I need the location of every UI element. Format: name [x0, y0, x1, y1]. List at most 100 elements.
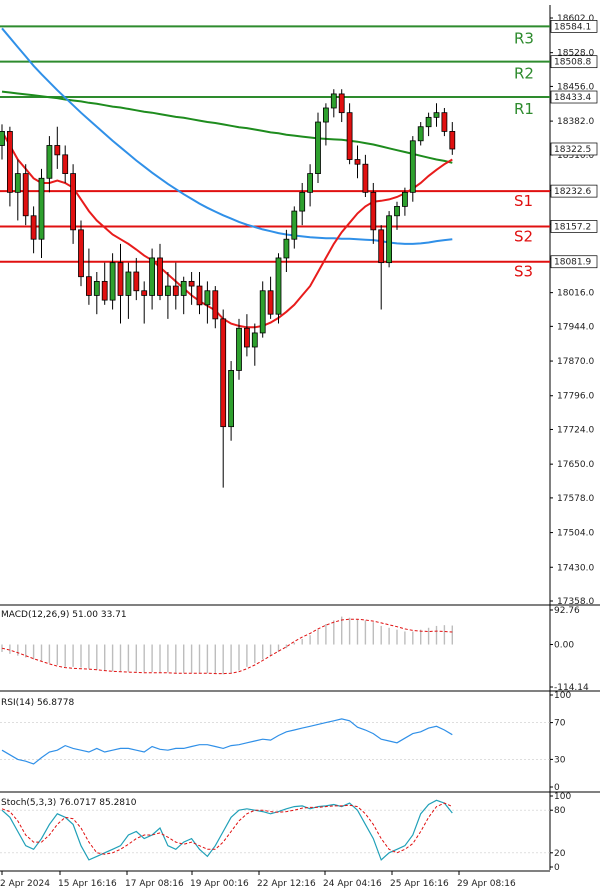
indicator-tick-label: 0	[554, 783, 560, 793]
candle	[196, 272, 203, 315]
level-label-r2: R2	[514, 65, 534, 83]
candle-body-down	[62, 154, 69, 174]
price-tick-label: 17430.0	[557, 563, 594, 573]
candle-body-down	[267, 290, 274, 315]
level-label-r1: R1	[514, 100, 534, 118]
candle-body-down	[188, 280, 195, 287]
rsi-line	[1, 718, 453, 765]
time-tick-label: 24 Apr 04:16	[323, 879, 382, 889]
candle-body-up	[299, 191, 306, 212]
stoch-k-line	[1, 799, 453, 861]
level-value-box-s3	[550, 255, 598, 269]
candle	[236, 318, 242, 380]
level-value-r3: 18584.1	[554, 22, 591, 32]
indicator-pane-1: MACD(12,26,9) 51.00 33.71 92.76 0.00 -114.1…	[1, 606, 589, 693]
time-tick-label: 25 Apr 16:16	[390, 879, 449, 889]
candle-body-up	[394, 205, 400, 217]
current-price-box	[550, 142, 598, 156]
candle-body-up	[164, 285, 171, 296]
candle	[291, 206, 298, 249]
candle-body-down	[378, 229, 385, 264]
indicator-pane-2: RSI(14) 56.8778 100 70 30 0	[0, 690, 600, 793]
price-tick-label: 17358.0	[557, 597, 594, 607]
candle-body-up	[259, 290, 266, 334]
candle	[275, 253, 282, 324]
candle-body-down	[54, 145, 61, 156]
candle	[14, 159, 21, 221]
candle-body-down	[86, 276, 92, 296]
candle	[62, 145, 69, 183]
candle-body-down	[70, 173, 76, 231]
level-value-r1: 18433.4	[554, 93, 591, 103]
candle-body-down	[117, 262, 124, 296]
candle	[362, 154, 369, 198]
candle	[354, 145, 361, 179]
candle-body-up	[307, 173, 314, 193]
candle	[299, 182, 306, 226]
price-tick-label: 17796.0	[557, 392, 594, 402]
candle-body-down	[172, 285, 179, 296]
candle	[133, 257, 140, 301]
candle-body-up	[322, 107, 329, 123]
candle-body-down	[362, 163, 369, 193]
candle-body-up	[283, 238, 290, 259]
current-price-label: 18322.5	[554, 145, 591, 155]
candle	[157, 243, 163, 301]
candle-body-up	[0, 131, 5, 146]
indicator-name: RSI(14) 56.8778	[1, 698, 74, 708]
candle	[54, 126, 61, 169]
moving-average-line-1	[1, 90, 453, 164]
candle	[164, 272, 171, 319]
candle	[417, 122, 424, 146]
indicator-pane-3: Stoch(5,3,3) 76.0717 85.2810 100 80 20 0	[0, 791, 600, 873]
candle-body-up	[228, 370, 235, 428]
indicator-name: MACD(12,26,9) 51.00 33.71	[1, 610, 127, 620]
candle-body-down	[441, 112, 448, 132]
candle-body-down	[196, 285, 203, 306]
candle	[93, 272, 100, 315]
candle	[346, 103, 353, 165]
candle	[7, 126, 13, 207]
candle	[141, 281, 148, 324]
candle	[78, 220, 84, 287]
candle	[251, 323, 258, 366]
candle	[212, 286, 219, 329]
indicator-tick-label: 100	[554, 691, 571, 701]
price-tick-label: 18382.0	[557, 117, 594, 127]
candle	[267, 276, 274, 319]
candle	[101, 262, 108, 305]
level-value-r2: 18508.8	[554, 58, 591, 68]
level-label-s2: S2	[514, 227, 533, 245]
indicator-tick-label: 0	[554, 863, 560, 873]
price-pane: 18602.018528.018456.018382.018310.018234…	[0, 5, 600, 870]
candle-body-down	[212, 290, 219, 320]
candle-body-down	[449, 131, 456, 150]
macd-signal-line	[1, 618, 453, 675]
moving-average-line-3	[1, 130, 453, 329]
candle-body-up	[386, 215, 393, 264]
time-tick-label: 29 Apr 08:16	[457, 879, 516, 889]
level-value-box-s1	[550, 184, 598, 198]
price-tick-label: 18602.0	[557, 14, 594, 24]
indicator-name: Stoch(5,3,3) 76.0717 85.2810	[1, 798, 137, 808]
candle	[378, 225, 385, 310]
level-value-box-r2	[550, 55, 598, 69]
candle	[109, 253, 116, 310]
candle	[204, 281, 211, 324]
candle	[0, 124, 5, 160]
candle	[243, 314, 250, 357]
candle-body-up	[149, 257, 156, 296]
candle-body-up	[38, 177, 45, 240]
candle-body-up	[275, 257, 282, 315]
price-tick-label: 17650.0	[557, 460, 594, 470]
level-label-s1: S1	[514, 192, 533, 210]
candle-body-up	[409, 140, 416, 193]
candle	[386, 211, 393, 268]
time-tick-label: 22 Apr 12:16	[257, 879, 316, 889]
indicator-tick-label: 70	[554, 719, 566, 729]
stoch-d-line	[1, 802, 453, 855]
candle-body-down	[78, 229, 84, 278]
candle	[409, 136, 416, 202]
candle-body-down	[346, 112, 353, 160]
